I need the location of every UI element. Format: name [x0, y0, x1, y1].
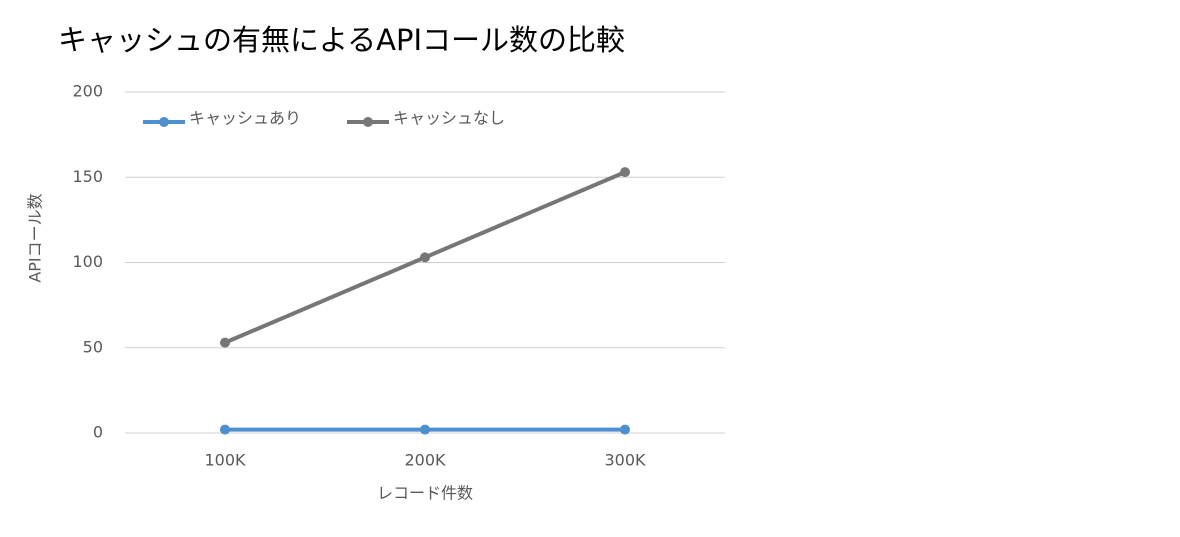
x-axis-label: レコード件数	[377, 484, 473, 503]
point	[620, 167, 630, 178]
legend-marker	[363, 117, 373, 127]
point	[220, 337, 230, 348]
point	[220, 424, 230, 435]
x-tick-label: 100K	[204, 451, 246, 470]
y-tick-label: 0	[93, 423, 103, 442]
y-axis-label: APIコール数	[26, 193, 45, 282]
y-tick-label: 200	[72, 82, 103, 101]
y-tick-label: 50	[83, 337, 103, 356]
y-tick-label: 150	[72, 167, 103, 186]
y-tick-label: 100	[72, 252, 103, 271]
point	[620, 424, 630, 435]
x-tick-label: 300K	[604, 451, 646, 470]
point	[420, 424, 430, 435]
legend-label: キャッシュあり	[189, 109, 301, 128]
x-tick-label: 200K	[404, 451, 446, 470]
legend-marker	[159, 117, 169, 127]
point	[420, 252, 430, 263]
legend-label: キャッシュなし	[393, 109, 505, 128]
chart-title: キャッシュの有無によるAPIコール数の比較	[58, 23, 625, 57]
